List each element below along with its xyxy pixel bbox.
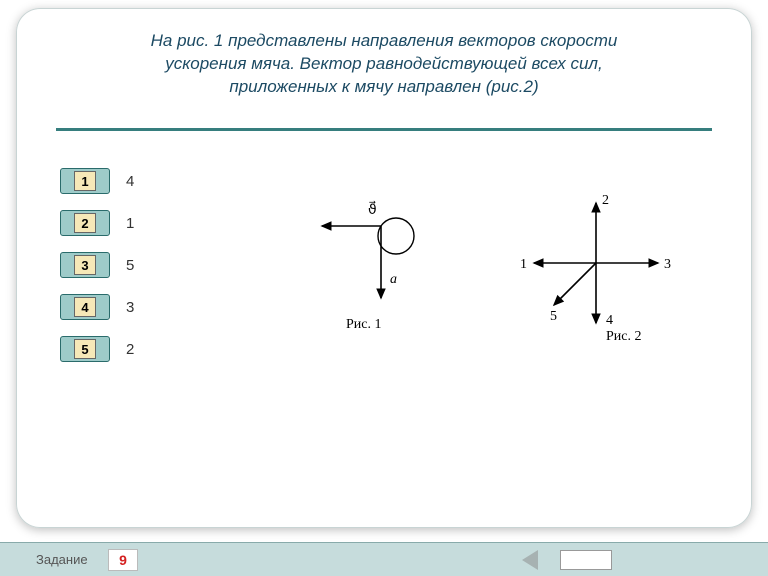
question-line-1: На рис. 1 представлены направления векто… <box>151 31 618 50</box>
footer-end-box[interactable] <box>560 550 612 570</box>
fig1-caption: Рис. 1 <box>346 317 382 332</box>
quiz-card: На рис. 1 представлены направления векто… <box>16 8 752 528</box>
answer-button-3[interactable]: 3 <box>60 252 110 278</box>
fig2-label-5: 5 <box>550 309 557 324</box>
answer-button-1[interactable]: 1 <box>60 168 110 194</box>
answer-label-4: 3 <box>126 299 134 316</box>
answer-label-1: 4 <box>126 173 134 190</box>
prev-arrow-icon[interactable] <box>522 550 538 570</box>
answer-label-3: 5 <box>126 257 134 274</box>
footer-bar: Задание 9 <box>0 542 768 576</box>
answer-label-5: 2 <box>126 341 134 358</box>
answer-button-2[interactable]: 2 <box>60 210 110 236</box>
answer-num-box: 3 <box>74 255 96 275</box>
fig1-a-label: a⃗ <box>390 272 408 287</box>
answer-row-3: 3 5 <box>60 252 134 278</box>
figure-1: ϑ⃗ a⃗ Рис. 1 <box>286 188 466 348</box>
answer-num-box: 1 <box>74 171 96 191</box>
figures-area: ϑ⃗ a⃗ Рис. 1 1 2 3 4 5 Рис. 2 <box>276 188 696 378</box>
answer-num-box: 4 <box>74 297 96 317</box>
answer-row-2: 2 1 <box>60 210 134 236</box>
answer-row-4: 4 3 <box>60 294 134 320</box>
fig2-label-1: 1 <box>520 257 527 272</box>
question-line-3: приложенных к мячу направлен (рис.2) <box>229 77 538 96</box>
fig2-label-2: 2 <box>602 193 609 208</box>
footer-task-number: 9 <box>108 549 138 571</box>
fig2-label-4: 4 <box>606 313 613 328</box>
fig2-caption: Рис. 2 <box>606 329 642 344</box>
answer-num-box: 5 <box>74 339 96 359</box>
answer-button-4[interactable]: 4 <box>60 294 110 320</box>
question-line-2: ускорения мяча. Вектор равнодействующей … <box>165 54 603 73</box>
answer-row-1: 1 4 <box>60 168 134 194</box>
answer-label-2: 1 <box>126 215 134 232</box>
divider <box>56 128 712 131</box>
fig2-label-3: 3 <box>664 257 671 272</box>
fig2-arrow-5 <box>554 263 596 305</box>
footer-label: Задание <box>36 552 88 567</box>
fig1-v-label: ϑ⃗ <box>368 200 377 218</box>
answer-row-5: 5 2 <box>60 336 134 362</box>
fig1-ball-circle <box>378 218 414 254</box>
answer-num-box: 2 <box>74 213 96 233</box>
question-text: На рис. 1 представлены направления векто… <box>56 30 712 99</box>
answer-button-5[interactable]: 5 <box>60 336 110 362</box>
answers-block: 1 4 2 1 3 5 4 3 5 2 <box>60 168 134 378</box>
figure-2: 1 2 3 4 5 Рис. 2 <box>506 188 706 358</box>
